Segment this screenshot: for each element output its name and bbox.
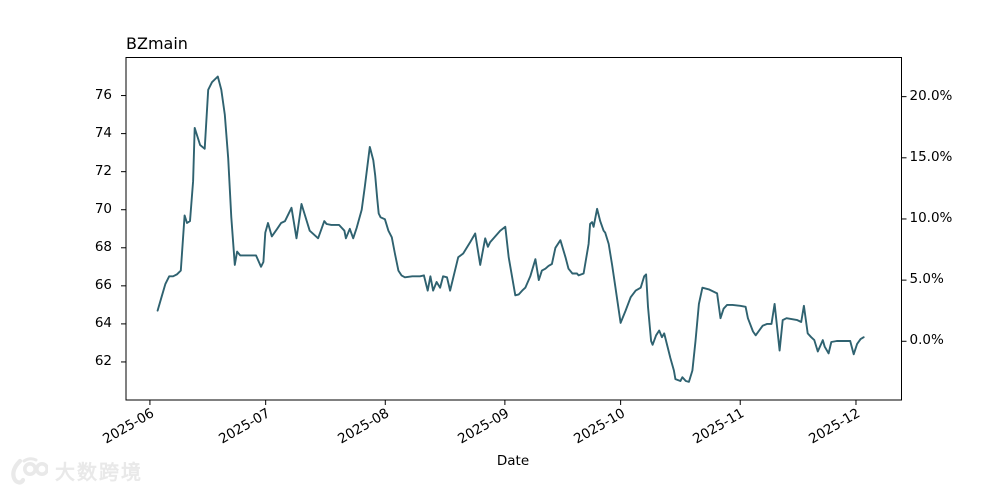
y-axis-right-tick-label: 10.0% — [909, 209, 953, 226]
y-axis-left-tick-label: 66 — [94, 276, 112, 293]
y-axis-left-tick-label: 74 — [94, 124, 112, 141]
watermark: 大数跨境 — [8, 456, 143, 488]
price-line — [156, 75, 865, 383]
y-axis-left-tick-label: 64 — [94, 314, 112, 331]
plot-frame — [125, 57, 902, 401]
y-axis-right-tick-label: 5.0% — [909, 271, 944, 288]
y-axis-right-tick-label: 20.0% — [909, 87, 953, 104]
watermark-logo-icon — [11, 457, 48, 485]
chart-title: BZmain — [126, 34, 188, 53]
y-axis-left-tick-label: 68 — [94, 238, 112, 255]
y-axis-left-tick-label: 62 — [94, 352, 112, 369]
y-axis-left-tick-label: 72 — [94, 162, 112, 179]
watermark-text: 大数跨境 — [55, 460, 143, 484]
y-axis-right-tick-label: 0.0% — [909, 332, 944, 349]
x-axis-title: Date — [496, 453, 530, 469]
y-axis-right-tick-label: 15.0% — [909, 148, 953, 165]
y-axis-left-tick-label: 76 — [94, 86, 112, 103]
y-axis-left-tick-label: 70 — [94, 200, 112, 217]
